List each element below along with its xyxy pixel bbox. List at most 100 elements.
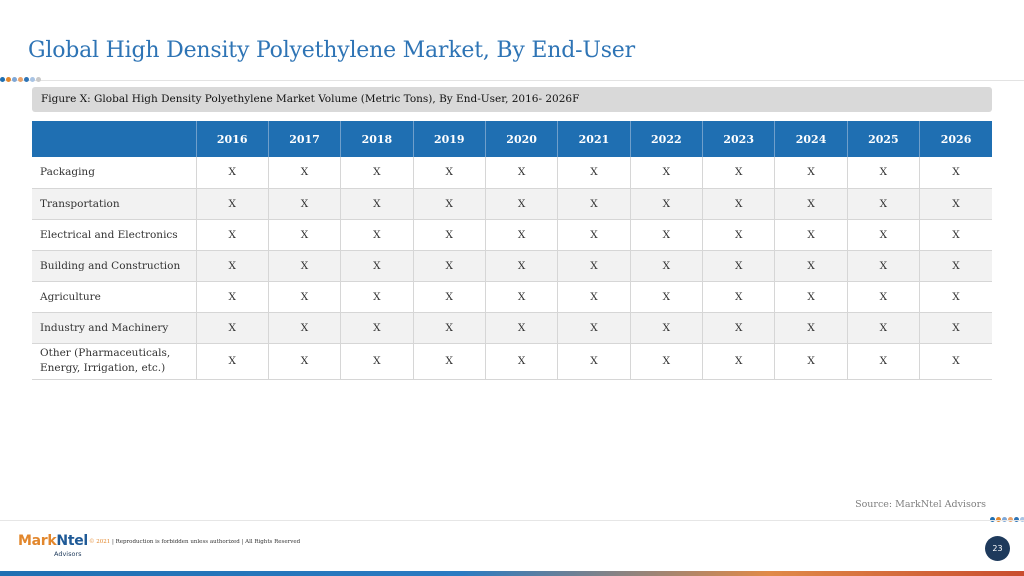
year-header: 2021 xyxy=(557,121,631,157)
value-cell: X xyxy=(413,343,486,380)
value-cell: X xyxy=(413,281,486,313)
value-cell: X xyxy=(268,281,342,313)
year-header: 2019 xyxy=(413,121,486,157)
year-header: 2026 xyxy=(919,121,992,157)
decorative-dot xyxy=(1020,517,1024,522)
value-cell: X xyxy=(196,343,269,380)
decorative-dot xyxy=(996,517,1001,522)
value-cell: X xyxy=(196,188,269,220)
value-cell: X xyxy=(847,157,921,189)
value-cell: X xyxy=(413,312,486,344)
decorative-dot xyxy=(990,517,995,522)
value-cell: X xyxy=(630,219,704,251)
table-row: Transportation X X X X X X X X X X X xyxy=(32,188,992,220)
value-cell: X xyxy=(485,312,559,344)
value-cell: X xyxy=(268,157,342,189)
value-cell: X xyxy=(847,188,921,220)
value-cell: X xyxy=(340,343,414,380)
row-label: Transportation xyxy=(32,188,197,220)
value-cell: X xyxy=(196,219,269,251)
value-cell: X xyxy=(340,250,414,282)
markntel-logo: MarkNtel Advisors xyxy=(18,533,88,558)
year-header: 2016 xyxy=(196,121,269,157)
value-cell: X xyxy=(413,250,486,282)
row-label: Other (Pharmaceuticals, Energy, Irrigati… xyxy=(32,343,197,380)
value-cell: X xyxy=(702,250,776,282)
value-cell: X xyxy=(557,219,631,251)
decorative-dots-bottom xyxy=(990,517,1024,522)
decorative-dots-top xyxy=(0,77,41,82)
value-cell: X xyxy=(774,281,848,313)
value-cell: X xyxy=(774,312,848,344)
title-divider xyxy=(0,80,1024,81)
value-cell: X xyxy=(413,157,486,189)
value-cell: X xyxy=(485,343,559,380)
decorative-dot xyxy=(1002,517,1007,522)
value-cell: X xyxy=(847,312,921,344)
value-cell: X xyxy=(630,188,704,220)
value-cell: X xyxy=(196,312,269,344)
table-row: Industry and Machinery X X X X X X X X X X X xyxy=(32,312,992,344)
row-label: Agriculture xyxy=(32,281,197,313)
value-cell: X xyxy=(774,188,848,220)
decorative-dot xyxy=(1008,517,1013,522)
value-cell: X xyxy=(919,281,992,313)
value-cell: X xyxy=(557,157,631,189)
value-cell: X xyxy=(196,250,269,282)
value-cell: X xyxy=(774,157,848,189)
row-label: Industry and Machinery xyxy=(32,312,197,344)
value-cell: X xyxy=(557,250,631,282)
value-cell: X xyxy=(340,219,414,251)
footer-divider xyxy=(0,520,1024,521)
value-cell: X xyxy=(774,343,848,380)
value-cell: X xyxy=(702,219,776,251)
value-cell: X xyxy=(919,219,992,251)
year-header: 2018 xyxy=(340,121,414,157)
value-cell: X xyxy=(847,343,921,380)
value-cell: X xyxy=(485,157,559,189)
value-cell: X xyxy=(847,281,921,313)
table-row: Packaging X X X X X X X X X X X xyxy=(32,157,992,189)
copyright-notice: © 2021 | Reproduction is forbidden unles… xyxy=(89,539,300,545)
value-cell: X xyxy=(340,188,414,220)
value-cell: X xyxy=(919,343,992,380)
value-cell: X xyxy=(919,312,992,344)
decorative-dot xyxy=(18,77,23,82)
year-header: 2022 xyxy=(630,121,704,157)
end-user-volume-table: 2016 2017 2018 2019 2020 2021 2022 2023 … xyxy=(32,121,992,380)
value-cell: X xyxy=(919,157,992,189)
value-cell: X xyxy=(340,281,414,313)
table-row: Agriculture X X X X X X X X X X X xyxy=(32,281,992,313)
value-cell: X xyxy=(702,343,776,380)
decorative-dot xyxy=(6,77,11,82)
page-number-badge: 23 xyxy=(985,536,1010,561)
value-cell: X xyxy=(847,250,921,282)
year-header: 2023 xyxy=(702,121,776,157)
value-cell: X xyxy=(774,219,848,251)
value-cell: X xyxy=(196,281,269,313)
decorative-dot xyxy=(24,77,29,82)
value-cell: X xyxy=(630,250,704,282)
source-note: Source: MarkNtel Advisors xyxy=(855,499,986,510)
value-cell: X xyxy=(485,250,559,282)
table-row: Other (Pharmaceuticals, Energy, Irrigati… xyxy=(32,343,992,380)
value-cell: X xyxy=(702,157,776,189)
year-header: 2017 xyxy=(268,121,342,157)
value-cell: X xyxy=(268,312,342,344)
decorative-dot xyxy=(0,77,5,82)
year-header: 2025 xyxy=(847,121,921,157)
value-cell: X xyxy=(630,312,704,344)
value-cell: X xyxy=(774,250,848,282)
copyright-text: | Reproduction is forbidden unless autho… xyxy=(110,539,301,545)
value-cell: X xyxy=(485,188,559,220)
logo-ntel-text: Ntel xyxy=(56,533,88,549)
slide-title: Global High Density Polyethylene Market,… xyxy=(28,38,635,63)
value-cell: X xyxy=(847,219,921,251)
year-header: 2020 xyxy=(485,121,559,157)
table-row: Building and Construction X X X X X X X X X X X xyxy=(32,250,992,282)
logo-subtitle: Advisors xyxy=(54,550,82,558)
value-cell: X xyxy=(630,157,704,189)
value-cell: X xyxy=(702,312,776,344)
value-cell: X xyxy=(630,343,704,380)
value-cell: X xyxy=(268,343,342,380)
